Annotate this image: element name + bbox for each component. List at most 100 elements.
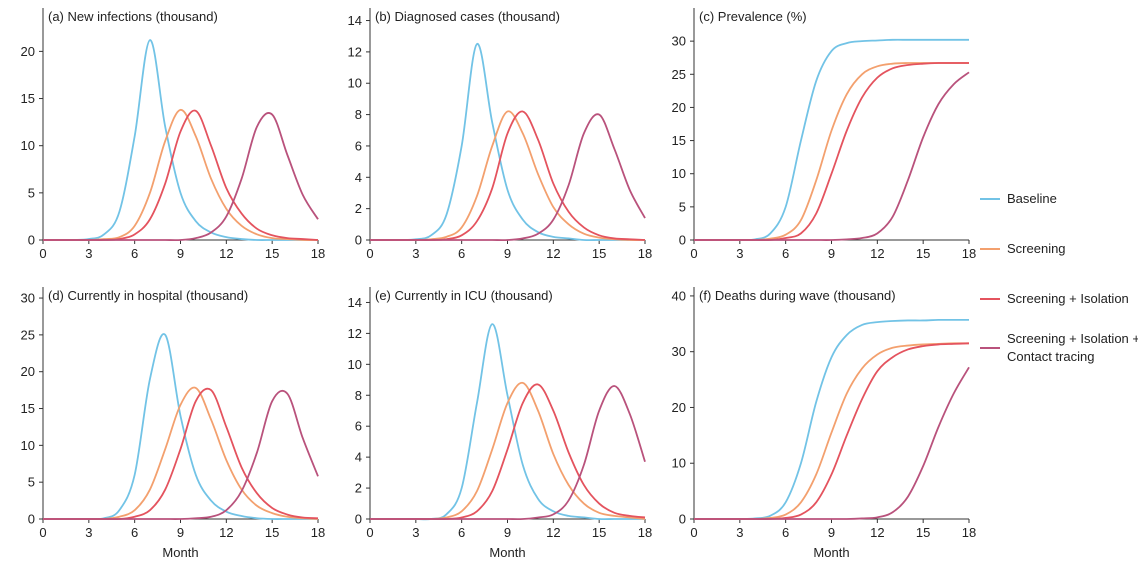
- x-tick-label: 9: [504, 525, 511, 540]
- y-tick-label: 5: [679, 199, 686, 214]
- y-tick-label: 10: [672, 456, 686, 471]
- legend-label: Screening + Isolation: [1007, 291, 1129, 306]
- x-tick-label: 3: [85, 525, 92, 540]
- panel-title: (a) New infections (thousand): [48, 9, 218, 24]
- series-line: [694, 62, 969, 241]
- legend-entry: Screening + Isolation + Contact tracing: [980, 330, 1138, 366]
- y-tick-label: 10: [348, 357, 362, 372]
- x-tick-label: 15: [592, 525, 606, 540]
- y-tick-label: 0: [28, 512, 35, 527]
- x-tick-label: 9: [177, 525, 184, 540]
- x-tick-label: 18: [962, 246, 976, 261]
- series-line: [370, 43, 645, 242]
- series-line: [370, 385, 646, 521]
- x-tick-label: 3: [736, 525, 743, 540]
- y-tick-label: 0: [355, 233, 362, 248]
- y-tick-label: 4: [355, 450, 362, 465]
- y-tick-label: 8: [355, 107, 362, 122]
- x-tick-label: 0: [366, 246, 373, 261]
- y-tick-label: 25: [21, 327, 35, 342]
- x-axis-label: Month: [162, 545, 198, 560]
- x-tick-label: 12: [219, 525, 233, 540]
- x-tick-label: 6: [458, 525, 465, 540]
- series-line: [43, 386, 319, 521]
- panel-title: (f) Deaths during wave (thousand): [699, 288, 896, 303]
- y-tick-label: 25: [672, 67, 686, 82]
- x-tick-label: 0: [366, 525, 373, 540]
- y-tick-label: 10: [348, 76, 362, 91]
- series-line: [43, 112, 319, 242]
- y-tick-label: 15: [21, 401, 35, 416]
- x-tick-label: 9: [504, 246, 511, 261]
- series-line: [43, 387, 319, 521]
- x-tick-label: 9: [177, 246, 184, 261]
- series-line: [370, 323, 645, 521]
- x-tick-label: 6: [458, 246, 465, 261]
- x-tick-label: 9: [828, 246, 835, 261]
- y-tick-label: 10: [21, 138, 35, 153]
- x-tick-label: 0: [39, 246, 46, 261]
- y-tick-label: 10: [21, 438, 35, 453]
- x-tick-label: 12: [870, 525, 884, 540]
- series-line: [370, 110, 646, 241]
- x-tick-label: 6: [131, 525, 138, 540]
- y-tick-label: 20: [672, 100, 686, 115]
- y-tick-label: 14: [348, 13, 362, 28]
- legend-entry: Baseline: [980, 190, 1138, 208]
- y-tick-label: 30: [672, 34, 686, 49]
- series-line: [43, 39, 318, 241]
- x-tick-label: 18: [962, 525, 976, 540]
- y-tick-label: 0: [679, 512, 686, 527]
- x-tick-label: 12: [219, 246, 233, 261]
- legend-swatch: [980, 298, 1000, 300]
- x-tick-label: 18: [638, 246, 652, 261]
- y-tick-label: 0: [28, 233, 35, 248]
- x-tick-label: 15: [265, 525, 279, 540]
- series-line: [370, 110, 646, 241]
- x-tick-label: 6: [131, 246, 138, 261]
- series-line: [43, 389, 319, 520]
- x-tick-label: 3: [412, 525, 419, 540]
- legend-label: Screening + Isolation + Contact tracing: [1007, 331, 1138, 364]
- y-tick-label: 0: [679, 233, 686, 248]
- x-tick-label: 15: [265, 246, 279, 261]
- y-tick-label: 30: [672, 344, 686, 359]
- panel-title: (b) Diagnosed cases (thousand): [375, 9, 560, 24]
- legend-entry: Screening + Isolation: [980, 290, 1138, 308]
- y-tick-label: 8: [355, 388, 362, 403]
- x-tick-label: 0: [39, 525, 46, 540]
- x-tick-label: 18: [638, 525, 652, 540]
- x-tick-label: 6: [782, 246, 789, 261]
- y-tick-label: 12: [348, 326, 362, 341]
- x-tick-label: 3: [85, 246, 92, 261]
- y-tick-label: 14: [348, 295, 362, 310]
- series-line: [370, 113, 646, 242]
- y-tick-label: 20: [21, 364, 35, 379]
- x-tick-label: 3: [736, 246, 743, 261]
- x-tick-label: 15: [916, 525, 930, 540]
- x-tick-label: 12: [546, 246, 560, 261]
- series-line: [694, 342, 970, 520]
- series-line: [694, 366, 970, 520]
- legend-swatch: [980, 347, 1000, 349]
- panel-title: (e) Currently in ICU (thousand): [375, 288, 553, 303]
- legend-swatch: [980, 198, 1000, 200]
- y-tick-label: 15: [672, 133, 686, 148]
- y-tick-label: 12: [348, 44, 362, 59]
- x-tick-label: 15: [916, 246, 930, 261]
- panel-title: (d) Currently in hospital (thousand): [48, 288, 248, 303]
- legend-label: Baseline: [1007, 191, 1057, 206]
- y-tick-label: 40: [672, 288, 686, 303]
- series-line: [694, 71, 970, 241]
- y-tick-label: 5: [28, 475, 35, 490]
- x-tick-label: 9: [828, 525, 835, 540]
- series-line: [43, 333, 318, 521]
- y-tick-label: 0: [355, 512, 362, 527]
- y-tick-label: 20: [21, 44, 35, 59]
- panel-title: (c) Prevalence (%): [699, 9, 807, 24]
- y-tick-label: 2: [355, 481, 362, 496]
- x-tick-label: 18: [311, 246, 325, 261]
- legend-swatch: [980, 248, 1000, 250]
- series-line: [694, 38, 969, 241]
